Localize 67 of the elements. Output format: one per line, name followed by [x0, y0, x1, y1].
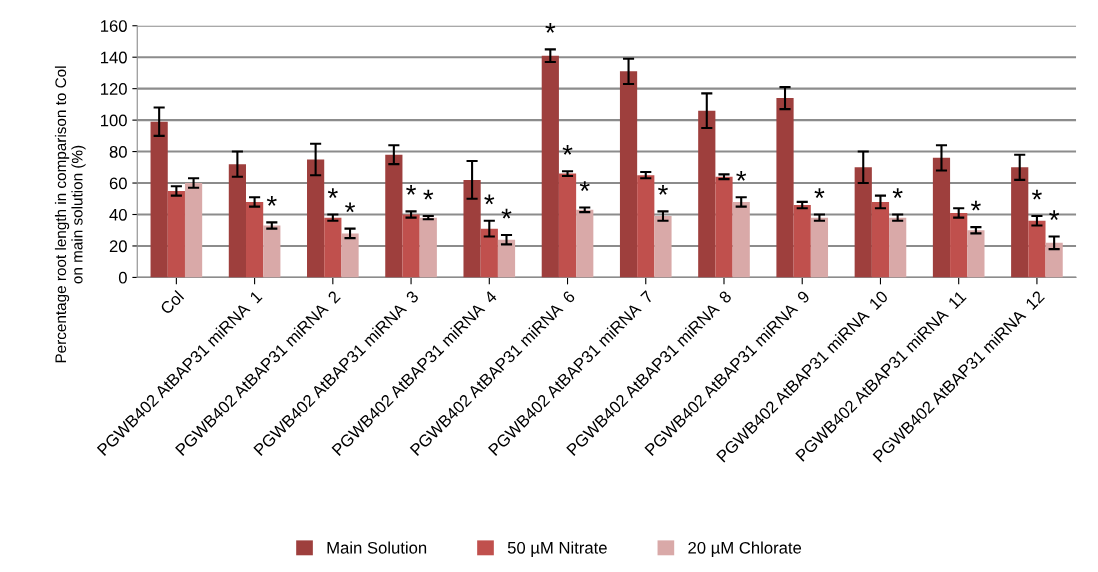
bar	[1011, 167, 1029, 278]
y-tick-label: 0	[118, 271, 127, 284]
y-tick-label: 160	[100, 20, 127, 32]
bar	[245, 201, 264, 278]
bar	[402, 214, 420, 278]
data-label: *	[1031, 189, 1042, 200]
y-tick-label: 100	[100, 114, 127, 127]
bar	[619, 71, 638, 278]
data-label: *	[658, 185, 668, 195]
bar	[463, 179, 481, 278]
y-tick-label: 140	[100, 51, 127, 64]
bar	[150, 121, 168, 278]
data-label: *	[562, 144, 573, 155]
y-tick-label: 120	[100, 83, 127, 95]
y-tick-label: 40	[109, 208, 127, 221]
bar	[698, 110, 716, 278]
bar	[1028, 220, 1046, 278]
bar	[776, 98, 794, 278]
y-tick-label: 80	[109, 145, 127, 158]
data-label: *	[501, 208, 512, 219]
bar	[810, 217, 829, 278]
bar	[637, 175, 655, 278]
bar	[854, 167, 872, 278]
data-label: *	[406, 185, 417, 195]
data-label: *	[423, 189, 434, 200]
bar	[184, 183, 203, 278]
bar	[558, 173, 577, 278]
data-label: *	[814, 188, 825, 198]
bar	[889, 217, 907, 278]
y-tick-label: 60	[109, 177, 127, 190]
data-label: *	[579, 181, 590, 191]
bar	[480, 228, 498, 278]
y-tick-label: 20	[109, 240, 127, 253]
data-label: *	[266, 196, 277, 206]
bar	[541, 55, 559, 278]
bar	[497, 239, 516, 278]
bar	[576, 209, 594, 278]
bar	[307, 159, 325, 278]
bar	[228, 164, 246, 278]
data-label: *	[1049, 210, 1060, 221]
bar	[167, 190, 185, 278]
data-label: *	[970, 200, 981, 211]
bar	[263, 225, 281, 278]
bar	[967, 230, 985, 278]
bar	[932, 157, 951, 278]
data-label: *	[736, 170, 747, 181]
legend-label: Main Solution	[327, 541, 427, 554]
bar	[950, 212, 968, 278]
bar	[871, 201, 890, 278]
bar	[1045, 242, 1063, 278]
data-label: *	[484, 194, 495, 205]
data-label: *	[892, 188, 903, 198]
bar	[419, 217, 437, 278]
data-label: *	[327, 188, 338, 198]
bar	[654, 216, 672, 278]
bar	[732, 201, 750, 278]
data-label: *	[345, 202, 356, 213]
legend-label: 50 µM Nitrate	[507, 541, 607, 557]
y-axis-title: Percentage root length in comparison to Col on main solution (%)	[54, 66, 86, 363]
x-tick-label: Col	[159, 290, 185, 315]
legend-label: 20 µM Chlorate	[688, 541, 802, 557]
bar	[341, 233, 359, 278]
data-label: *	[545, 23, 556, 33]
bar	[385, 154, 403, 278]
bar	[793, 205, 811, 278]
bar	[324, 217, 342, 278]
bar	[715, 176, 733, 278]
